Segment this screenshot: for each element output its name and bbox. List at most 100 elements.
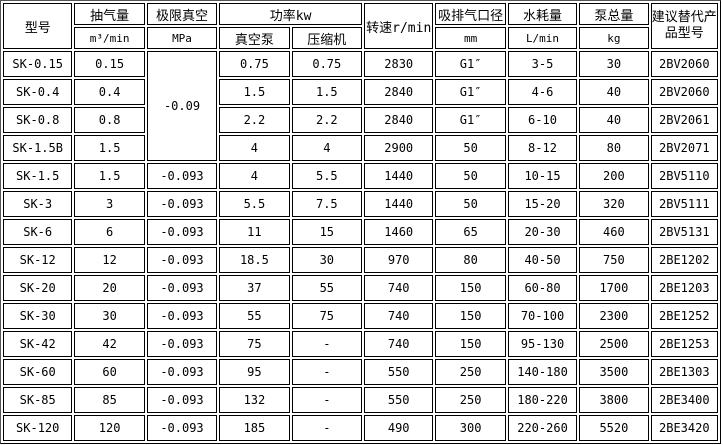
- table-row: SK-60 60 -0.093 95-550 250 140-180 3500 2BE1303: [3, 359, 718, 385]
- cell-weight: 40: [579, 107, 649, 133]
- cell-replacement: 2BV5111: [650, 191, 718, 217]
- table-row: SK-30 30 -0.093 55 75 740 150 70-100 2300 2BE1252: [3, 303, 718, 329]
- cell-airflow: 42: [74, 331, 145, 357]
- cell-port: G1″: [435, 79, 506, 105]
- cell-speed: 970: [364, 247, 434, 273]
- table-row: SK-1.5B 1.5 4 4 2900 50 8-12 80 2BV2071: [3, 135, 718, 161]
- cell-model: SK-42: [3, 331, 73, 357]
- table-row: SK-20 20 -0.093 37 55 740 150 60-80 1700 2BE1203: [3, 275, 718, 301]
- cell-model: SK-20: [3, 275, 73, 301]
- cell-vacuum: -0.093: [146, 303, 218, 329]
- cell-compressor: 1.5: [291, 79, 363, 105]
- cell-pump: 18.5: [219, 247, 290, 273]
- header-weight: 泵总量: [579, 3, 649, 25]
- cell-replacement: 2BV2071: [650, 135, 718, 161]
- header-speed: 转速r/min: [364, 3, 434, 49]
- table-row: SK-42 42 -0.093 75-740 150 95-130 2500 2BE1253: [3, 331, 718, 357]
- cell-model: SK-6: [3, 219, 73, 245]
- cell-compressor: -: [291, 387, 363, 413]
- cell-speed: 740: [364, 331, 434, 357]
- cell-speed: 1440: [364, 163, 434, 189]
- cell-vacuum: -0.093: [146, 387, 218, 413]
- cell-pump: 55: [219, 303, 290, 329]
- cell-compressor: 2.2: [291, 107, 363, 133]
- cell-replacement: 2BV5110: [650, 163, 718, 189]
- cell-compressor: 5.5: [291, 163, 363, 189]
- table-row: SK-0.8 0.8 2.2 2.2 2840 G1″ 6-10 40 2BV2061: [3, 107, 718, 133]
- cell-water: 3-5: [507, 51, 578, 77]
- cell-speed: 1440: [364, 191, 434, 217]
- header-vacuum: 极限真空: [146, 3, 218, 25]
- header-power-pump: 真空泵: [219, 27, 290, 49]
- header-vacuum-unit: MPa: [146, 27, 218, 49]
- cell-weight: 80: [579, 135, 649, 161]
- cell-pump: 1.5: [219, 79, 290, 105]
- cell-port: 250: [435, 387, 506, 413]
- cell-speed: 2840: [364, 107, 434, 133]
- cell-pump: 4: [219, 163, 290, 189]
- cell-speed: 740: [364, 275, 434, 301]
- cell-model: SK-3: [3, 191, 73, 217]
- table-row: SK-0.15 0.15 -0.09 0.75 0.75 2830 G1″ 3-5 30 2BV2…: [3, 51, 718, 161]
- cell-compressor: -: [291, 331, 363, 357]
- cell-weight: 5520: [579, 415, 649, 441]
- cell-port: 150: [435, 303, 506, 329]
- cell-speed: 490: [364, 415, 434, 441]
- cell-speed: 550: [364, 359, 434, 385]
- cell-weight: 200: [579, 163, 649, 189]
- cell-airflow: 60: [74, 359, 145, 385]
- cell-pump: 4: [219, 135, 290, 161]
- cell-port: 50: [435, 163, 506, 189]
- cell-speed: 2900: [364, 135, 434, 161]
- cell-replacement: 2BV5131: [650, 219, 718, 245]
- cell-weight: 2300: [579, 303, 649, 329]
- cell-vacuum: -0.093: [146, 219, 218, 245]
- cell-water: 60-80: [507, 275, 578, 301]
- cell-port: 50: [435, 191, 506, 217]
- cell-port: 150: [435, 331, 506, 357]
- cell-water: 95-130: [507, 331, 578, 357]
- cell-vacuum: -0.093: [146, 275, 218, 301]
- cell-airflow: 120: [74, 415, 145, 441]
- cell-model: SK-30: [3, 303, 73, 329]
- table-row: SK-85 85 -0.093 132-550 250 180-220 3800 2BE340…: [3, 387, 718, 413]
- cell-water: 20-30: [507, 219, 578, 245]
- header-port: 吸排气口径: [435, 3, 506, 25]
- cell-vacuum: -0.093: [146, 191, 218, 217]
- cell-airflow: 0.8: [74, 107, 145, 133]
- cell-airflow: 3: [74, 191, 145, 217]
- cell-water: 4-6: [507, 79, 578, 105]
- cell-weight: 3800: [579, 387, 649, 413]
- cell-weight: 750: [579, 247, 649, 273]
- cell-airflow: 12: [74, 247, 145, 273]
- cell-airflow: 1.5: [74, 163, 145, 189]
- cell-airflow: 0.15: [74, 51, 145, 77]
- cell-replacement: 2BE1303: [650, 359, 718, 385]
- table-row: SK-6 6 -0.093 11 15 1460 65 20-30 460 2BV5131: [3, 219, 718, 245]
- cell-replacement: 2BE1203: [650, 275, 718, 301]
- cell-water: 15-20: [507, 191, 578, 217]
- cell-weight: 30: [579, 51, 649, 77]
- header-port-unit: mm: [435, 27, 506, 49]
- cell-vacuum-merged: -0.09: [146, 51, 218, 161]
- cell-airflow: 85: [74, 387, 145, 413]
- cell-weight: 460: [579, 219, 649, 245]
- cell-water: 180-220: [507, 387, 578, 413]
- cell-port: 50: [435, 135, 506, 161]
- cell-model: SK-0.15: [3, 51, 73, 77]
- cell-compressor: 0.75: [291, 51, 363, 77]
- cell-model: SK-0.4: [3, 79, 73, 105]
- cell-airflow: 1.5: [74, 135, 145, 161]
- cell-model: SK-1.5B: [3, 135, 73, 161]
- cell-compressor: 75: [291, 303, 363, 329]
- cell-pump: 5.5: [219, 191, 290, 217]
- cell-water: 6-10: [507, 107, 578, 133]
- cell-vacuum: -0.093: [146, 247, 218, 273]
- header-airflow-unit: m³/min: [74, 27, 145, 49]
- cell-pump: 11: [219, 219, 290, 245]
- cell-model: SK-1.5: [3, 163, 73, 189]
- cell-vacuum: -0.093: [146, 163, 218, 189]
- cell-model: SK-0.8: [3, 107, 73, 133]
- cell-pump: 2.2: [219, 107, 290, 133]
- cell-port: 300: [435, 415, 506, 441]
